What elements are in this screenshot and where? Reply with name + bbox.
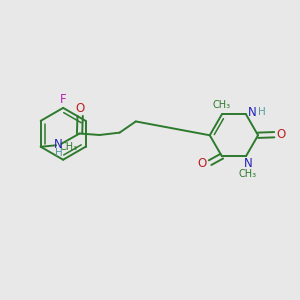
Text: N: N — [244, 157, 253, 170]
Text: O: O — [76, 102, 85, 115]
Text: O: O — [277, 128, 286, 141]
Text: F: F — [60, 93, 67, 106]
Text: CH₃: CH₃ — [59, 142, 77, 152]
Text: CH₃: CH₃ — [212, 100, 230, 110]
Text: CH₃: CH₃ — [239, 169, 257, 179]
Text: O: O — [198, 157, 207, 170]
Text: N: N — [54, 138, 63, 151]
Text: N: N — [248, 106, 257, 118]
Text: H: H — [55, 148, 63, 158]
Text: H: H — [258, 107, 266, 117]
